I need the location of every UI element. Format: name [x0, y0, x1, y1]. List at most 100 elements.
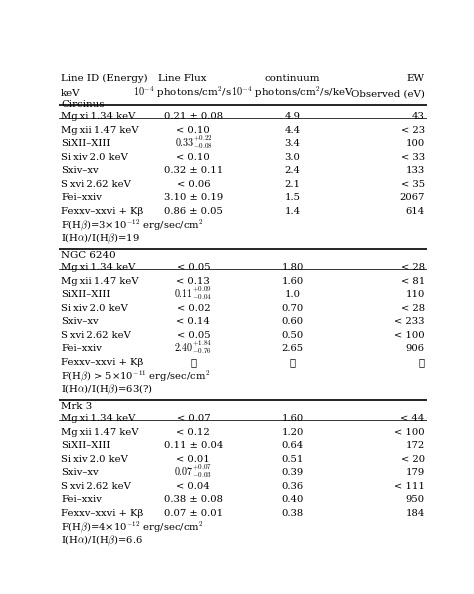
Text: < 0.06: < 0.06: [177, 180, 210, 189]
Text: Observed (eV): Observed (eV): [351, 90, 425, 99]
Text: Fexxv–xxvi + Kβ: Fexxv–xxvi + Kβ: [61, 207, 143, 216]
Text: Mg xii 1.47 keV: Mg xii 1.47 keV: [61, 277, 139, 286]
Text: 1.20: 1.20: [282, 428, 304, 437]
Text: < 100: < 100: [394, 331, 425, 340]
Text: < 44: < 44: [401, 415, 425, 424]
Text: F(H$\beta$)=4×10$^{-12}$ erg/sec/cm$^{2}$: F(H$\beta$)=4×10$^{-12}$ erg/sec/cm$^{2}…: [61, 519, 204, 535]
Text: 110: 110: [405, 290, 425, 299]
Text: 0.07 ± 0.01: 0.07 ± 0.01: [164, 509, 223, 518]
Text: 1.0: 1.0: [284, 290, 301, 299]
Text: 3.0: 3.0: [284, 153, 301, 162]
Text: 614: 614: [406, 207, 425, 216]
Text: 0.36: 0.36: [282, 482, 303, 491]
Text: 0.70: 0.70: [282, 304, 304, 313]
Text: I(H$\alpha$)/I(H$\beta$)=6.6: I(H$\alpha$)/I(H$\beta$)=6.6: [61, 533, 143, 548]
Text: SiXII–XIII: SiXII–XIII: [61, 441, 110, 450]
Text: 184: 184: [405, 509, 425, 518]
Text: 172: 172: [406, 441, 425, 450]
Text: S xvi 2.62 keV: S xvi 2.62 keV: [61, 482, 131, 491]
Text: 1.4: 1.4: [284, 207, 301, 216]
Text: < 23: < 23: [401, 126, 425, 135]
Text: < 0.13: < 0.13: [176, 277, 210, 286]
Text: < 35: < 35: [401, 180, 425, 189]
Text: Fexxv–xxvi + Kβ: Fexxv–xxvi + Kβ: [61, 358, 143, 366]
Text: 0.38 ± 0.08: 0.38 ± 0.08: [164, 495, 223, 504]
Text: 0.21 ± 0.08: 0.21 ± 0.08: [164, 112, 223, 121]
Text: Sxiv–xv: Sxiv–xv: [61, 317, 99, 326]
Text: NGC 6240: NGC 6240: [61, 251, 116, 260]
Text: 3.10 ± 0.19: 3.10 ± 0.19: [164, 193, 223, 202]
Text: 4.4: 4.4: [284, 126, 301, 135]
Text: < 28: < 28: [401, 263, 425, 272]
Text: Si xiv 2.0 keV: Si xiv 2.0 keV: [61, 455, 128, 464]
Text: 0.40: 0.40: [282, 495, 304, 504]
Text: 906: 906: [406, 345, 425, 353]
Text: < 20: < 20: [401, 455, 425, 464]
Text: EW: EW: [407, 74, 425, 83]
Text: < 111: < 111: [394, 482, 425, 491]
Text: Fei–xxiv: Fei–xxiv: [61, 193, 102, 202]
Text: Line Flux: Line Flux: [158, 74, 207, 83]
Text: I(H$\alpha$)/I(H$\beta$)=63(?): I(H$\alpha$)/I(H$\beta$)=63(?): [61, 383, 153, 397]
Text: Circinus: Circinus: [61, 100, 105, 109]
Text: 3.4: 3.4: [284, 139, 301, 148]
Text: 0.51: 0.51: [282, 455, 304, 464]
Text: 1.60: 1.60: [282, 277, 304, 286]
Text: Mg xi 1.34 keV: Mg xi 1.34 keV: [61, 263, 136, 272]
Text: 133: 133: [406, 166, 425, 175]
Text: Si xiv 2.0 keV: Si xiv 2.0 keV: [61, 304, 128, 313]
Text: 0.38: 0.38: [282, 509, 304, 518]
Text: 0.60: 0.60: [282, 317, 303, 326]
Text: < 0.04: < 0.04: [176, 482, 210, 491]
Text: $0.11^{+0.09}_{-0.04}$: $0.11^{+0.09}_{-0.04}$: [174, 284, 212, 302]
Text: Sxiv–xv: Sxiv–xv: [61, 166, 99, 175]
Text: < 0.02: < 0.02: [176, 304, 210, 313]
Text: Mg xii 1.47 keV: Mg xii 1.47 keV: [61, 428, 139, 437]
Text: continuum: continuum: [265, 74, 320, 83]
Text: 2.1: 2.1: [284, 180, 301, 189]
Text: SiXII–XIII: SiXII–XIII: [61, 290, 110, 299]
Text: ⋯: ⋯: [191, 358, 196, 366]
Text: 0.86 ± 0.05: 0.86 ± 0.05: [164, 207, 223, 216]
Text: 1.5: 1.5: [284, 193, 301, 202]
Text: 43: 43: [412, 112, 425, 121]
Text: < 100: < 100: [394, 428, 425, 437]
Text: < 0.07: < 0.07: [176, 415, 210, 424]
Text: 2067: 2067: [400, 193, 425, 202]
Text: < 0.12: < 0.12: [176, 428, 210, 437]
Text: F(H$\beta$) > 5×10$^{-11}$ erg/sec/cm$^{2}$: F(H$\beta$) > 5×10$^{-11}$ erg/sec/cm$^{…: [61, 368, 210, 384]
Text: F(H$\beta$)=3×10$^{-12}$ erg/sec/cm$^{2}$: F(H$\beta$)=3×10$^{-12}$ erg/sec/cm$^{2}…: [61, 217, 204, 233]
Text: SiXII–XIII: SiXII–XIII: [61, 139, 110, 148]
Text: < 28: < 28: [401, 304, 425, 313]
Text: Mg xi 1.34 keV: Mg xi 1.34 keV: [61, 415, 136, 424]
Text: < 0.01: < 0.01: [176, 455, 210, 464]
Text: $0.07^{+0.07}_{-0.03}$: $0.07^{+0.07}_{-0.03}$: [174, 462, 212, 480]
Text: Fei–xxiv: Fei–xxiv: [61, 495, 102, 504]
Text: 0.39: 0.39: [282, 468, 304, 478]
Text: 2.65: 2.65: [282, 345, 303, 353]
Text: Sxiv–xv: Sxiv–xv: [61, 468, 99, 478]
Text: I(H$\alpha$)/I(H$\beta$)=19: I(H$\alpha$)/I(H$\beta$)=19: [61, 232, 140, 246]
Text: < 81: < 81: [401, 277, 425, 286]
Text: < 0.05: < 0.05: [176, 331, 210, 340]
Text: S xvi 2.62 keV: S xvi 2.62 keV: [61, 180, 131, 189]
Text: Mg xii 1.47 keV: Mg xii 1.47 keV: [61, 126, 139, 135]
Text: 0.32 ± 0.11: 0.32 ± 0.11: [164, 166, 223, 175]
Text: < 0.14: < 0.14: [176, 317, 210, 326]
Text: $0.33^{+0.22}_{-0.08}$: $0.33^{+0.22}_{-0.08}$: [174, 133, 212, 151]
Text: 950: 950: [406, 495, 425, 504]
Text: < 0.10: < 0.10: [176, 153, 210, 162]
Text: S xvi 2.62 keV: S xvi 2.62 keV: [61, 331, 131, 340]
Text: Si xiv 2.0 keV: Si xiv 2.0 keV: [61, 153, 128, 162]
Text: Fei–xxiv: Fei–xxiv: [61, 345, 102, 353]
Text: < 233: < 233: [394, 317, 425, 326]
Text: Mrk 3: Mrk 3: [61, 402, 92, 410]
Text: 0.64: 0.64: [282, 441, 304, 450]
Text: ⋯: ⋯: [419, 358, 425, 366]
Text: keV: keV: [61, 90, 81, 99]
Text: ⋯: ⋯: [290, 358, 295, 366]
Text: Line ID (Energy): Line ID (Energy): [61, 74, 148, 83]
Text: $2.40^{+1.84}_{-0.76}$: $2.40^{+1.84}_{-0.76}$: [174, 338, 212, 356]
Text: Mg xi 1.34 keV: Mg xi 1.34 keV: [61, 112, 136, 121]
Text: 0.50: 0.50: [282, 331, 304, 340]
